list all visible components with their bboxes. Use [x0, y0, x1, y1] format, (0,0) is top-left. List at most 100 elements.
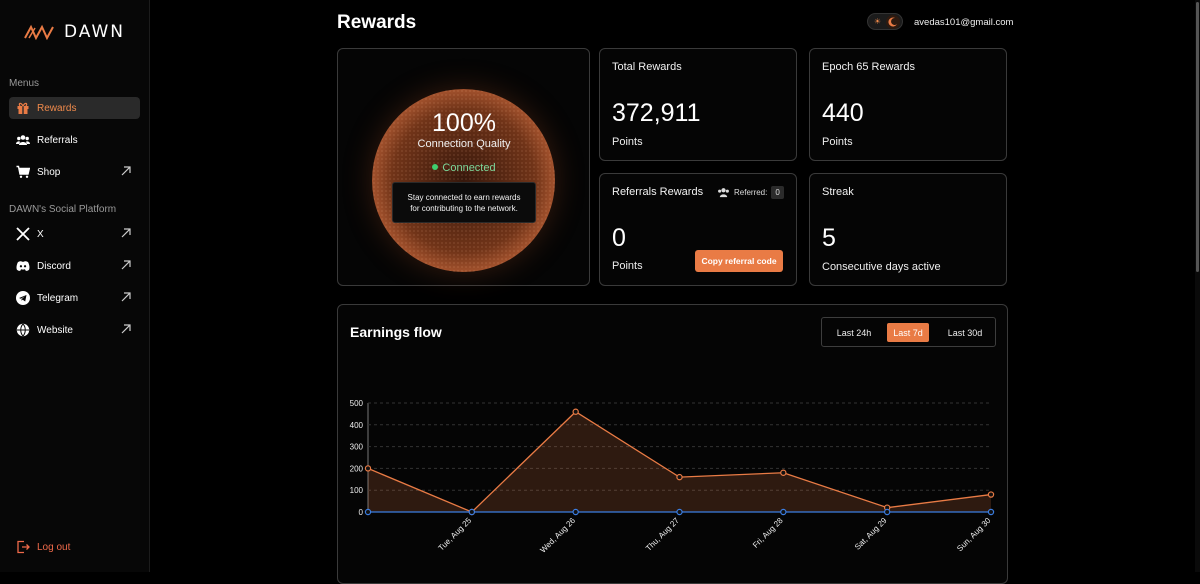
social-heading: DAWN's Social Platform — [9, 204, 117, 215]
gift-icon — [16, 101, 30, 115]
x-icon — [16, 227, 30, 241]
earnings-area — [368, 411, 991, 512]
data-point — [364, 465, 372, 472]
logout-icon — [17, 540, 30, 554]
scrollbar-thumb[interactable] — [1196, 2, 1199, 272]
epoch-rewards-card: Epoch 65 Rewards 440 Points — [809, 48, 1007, 161]
earnings-chart: 0 100 200 300 400 500 Tue, Aug 25 Wed, Aug 26 Th… — [350, 399, 995, 555]
referral-rewards-card: Referrals Rewards Referred: 0 0 Points C… — [599, 173, 797, 286]
theme-toggle[interactable]: ☀ — [867, 13, 903, 30]
tooltip-line-1: Stay connected to earn rewards — [407, 193, 521, 202]
y-tick-label: 300 — [350, 443, 364, 452]
referral-rewards-unit: Points — [612, 260, 643, 272]
sidebar-item-label: Referrals — [37, 134, 78, 146]
external-link-icon — [121, 228, 131, 238]
x-tick-label: Sat, Aug 29 — [853, 516, 889, 552]
total-rewards-unit: Points — [612, 136, 643, 148]
sidebar-item-label: Telegram — [37, 292, 79, 304]
sidebar-item-website[interactable]: Website — [9, 319, 140, 341]
connection-tooltip: Stay connected to earn rewards for contr… — [392, 182, 536, 223]
data-point — [780, 469, 787, 476]
earnings-flow-card: Earnings flow Last 24h Last 7d Last 30d … — [337, 304, 1008, 584]
sun-icon: ☀ — [873, 17, 882, 26]
connection-globe — [372, 89, 555, 272]
sidebar-item-discord[interactable]: Discord — [9, 255, 140, 277]
streak-title: Streak — [822, 186, 854, 198]
logo[interactable]: DAWN — [24, 22, 125, 42]
external-link-icon — [121, 166, 131, 176]
y-tick-label: 100 — [350, 486, 364, 495]
epoch-rewards-unit: Points — [822, 136, 853, 148]
y-tick-label: 400 — [350, 421, 364, 430]
data-point — [676, 473, 683, 481]
x-tick-label: Thu, Aug 27 — [644, 516, 681, 553]
status-dot — [432, 164, 439, 170]
earnings-flow-title: Earnings flow — [350, 324, 442, 340]
data-point — [780, 508, 787, 516]
x-tick-label: Fri, Aug 28 — [751, 516, 785, 550]
discord-icon — [16, 259, 30, 273]
epoch-rewards-title: Epoch 65 Rewards — [822, 61, 915, 73]
tab-last-30d[interactable]: Last 30d — [947, 327, 983, 338]
x-tick-label: Sun, Aug 30 — [955, 516, 993, 554]
users-icon — [718, 188, 729, 198]
logout-label: Log out — [37, 541, 71, 553]
users-icon — [16, 133, 30, 147]
cart-icon — [16, 165, 30, 179]
tooltip-line-2: for contributing to the network. — [410, 204, 518, 213]
total-rewards-value: 372,911 — [612, 99, 701, 127]
telegram-icon — [16, 291, 30, 305]
total-rewards-card: Total Rewards 372,911 Points — [599, 48, 797, 161]
total-rewards-title: Total Rewards — [612, 61, 682, 73]
data-point — [883, 508, 891, 516]
copy-referral-code-button[interactable]: Copy referral code — [695, 250, 783, 272]
connection-quality-label: Connection Quality — [417, 138, 511, 150]
dawn-logo-icon — [24, 24, 54, 40]
y-tick-label: 500 — [350, 399, 364, 408]
referred-count: 0 — [771, 186, 784, 199]
y-tick-label: 0 — [359, 508, 364, 517]
x-tick-label: Wed, Aug 26 — [538, 516, 577, 555]
referral-rewards-title: Referrals Rewards — [612, 186, 704, 198]
epoch-rewards-value: 440 — [822, 99, 864, 127]
data-point — [987, 491, 995, 498]
external-link-icon — [121, 324, 131, 334]
sidebar-item-rewards[interactable]: Rewards — [9, 97, 140, 119]
tab-last-7d[interactable]: Last 7d — [887, 323, 929, 342]
main-content: Rewards ☀ avedas101@gmail.com 100% Conne… — [150, 0, 1200, 584]
referred-label: Referred: — [734, 188, 768, 197]
sidebar-item-shop[interactable]: Shop — [9, 161, 140, 183]
streak-value: 5 — [822, 224, 836, 252]
menus-heading: Menus — [9, 78, 40, 89]
data-point — [987, 508, 995, 516]
connection-status-text: Connected — [442, 162, 496, 174]
sidebar-item-x[interactable]: X — [9, 223, 140, 245]
data-point — [468, 508, 476, 516]
streak-unit: Consecutive days active — [822, 261, 941, 273]
sidebar-item-label: Discord — [37, 260, 71, 272]
moon-icon — [886, 15, 900, 29]
connection-card: 100% Connection Quality Connected Stay c… — [337, 48, 590, 286]
sidebar-item-label: Rewards — [37, 102, 77, 114]
data-point — [572, 508, 579, 516]
sidebar-item-telegram[interactable]: Telegram — [9, 287, 140, 309]
user-email[interactable]: avedas101@gmail.com — [914, 17, 1014, 28]
scrollbar-track[interactable] — [1195, 0, 1200, 572]
timeframe-tabs: Last 24h Last 7d Last 30d — [821, 317, 996, 347]
external-link-icon — [121, 292, 131, 302]
data-point — [364, 508, 372, 516]
connection-percent: 100% — [432, 109, 496, 137]
referred-badge: Referred: 0 — [717, 186, 784, 199]
sidebar-item-referrals[interactable]: Referrals — [9, 129, 140, 151]
external-link-icon — [121, 260, 131, 270]
brand-name: DAWN — [64, 22, 126, 42]
sidebar-item-label: Shop — [37, 166, 61, 178]
globe-icon — [16, 323, 30, 337]
page-title: Rewards — [337, 12, 417, 33]
sidebar: DAWN Menus Rewards Referrals Shop DAWN's… — [0, 0, 150, 572]
sidebar-item-label: X — [37, 228, 44, 240]
tab-last-24h[interactable]: Last 24h — [836, 327, 872, 338]
logout-button[interactable]: Log out — [16, 540, 70, 554]
data-point — [572, 408, 579, 415]
y-tick-label: 200 — [350, 464, 364, 473]
